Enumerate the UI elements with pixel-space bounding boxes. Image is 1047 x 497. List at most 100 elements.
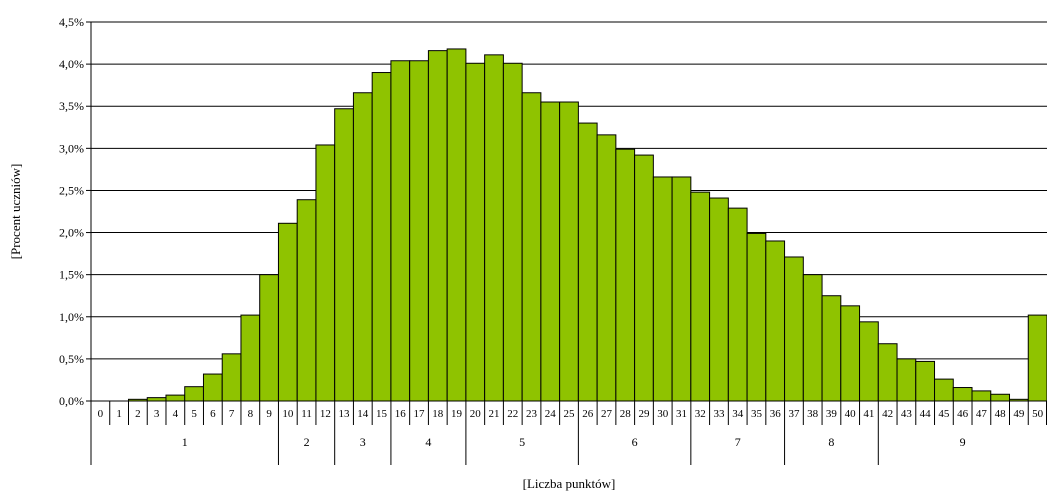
group-label: 8	[828, 435, 834, 449]
bar	[915, 360, 936, 402]
x-tick-label: 12	[320, 408, 331, 420]
bar	[502, 62, 523, 402]
x-tick-label: 1	[116, 408, 122, 420]
x-tick-label: 13	[339, 408, 351, 420]
bar	[315, 144, 336, 402]
bar	[296, 199, 317, 402]
x-tick-label: 4	[173, 408, 179, 420]
x-tick-label: 9	[266, 408, 272, 420]
x-tick-label: 49	[1013, 408, 1025, 420]
bar	[859, 321, 879, 402]
x-tick-label: 30	[657, 408, 669, 420]
x-tick-label: 29	[638, 408, 650, 420]
bar	[446, 48, 467, 402]
x-tick-label: 41	[863, 408, 874, 420]
x-tick-label: 17	[414, 408, 426, 420]
bar	[427, 50, 448, 402]
x-tick-label: 19	[451, 408, 463, 420]
x-tick-label: 42	[882, 408, 893, 420]
x-tick-label: 47	[976, 408, 988, 420]
bar	[934, 378, 954, 402]
group-label: 2	[304, 435, 310, 449]
x-tick-label: 18	[432, 408, 444, 420]
x-tick-label: 5	[191, 408, 197, 420]
x-tick-label: 25	[564, 408, 576, 420]
y-tick-label: 1,0%	[59, 310, 84, 324]
bar	[1027, 314, 1047, 402]
x-tick-label: 46	[957, 408, 969, 420]
bar	[559, 101, 579, 402]
bar	[577, 122, 598, 402]
x-tick-label: 24	[545, 408, 557, 420]
bar	[971, 390, 992, 402]
group-label: 6	[632, 435, 638, 449]
group-label: 9	[960, 435, 966, 449]
bar	[259, 274, 279, 402]
x-tick-label: 38	[807, 408, 819, 420]
bar	[784, 256, 804, 402]
group-label: 4	[425, 435, 431, 449]
bar	[727, 207, 748, 402]
x-tick-label: 2	[135, 408, 141, 420]
x-tick-label: 22	[507, 408, 518, 420]
bar	[671, 176, 692, 402]
x-tick-label: 15	[376, 408, 388, 420]
x-tick-label: 33	[713, 408, 725, 420]
group-label: 7	[735, 435, 741, 449]
y-tick-label: 2,5%	[59, 183, 84, 197]
y-tick-label: 0,0%	[59, 394, 84, 408]
bar	[840, 305, 861, 402]
x-tick-label: 20	[470, 408, 482, 420]
x-tick-label: 3	[154, 408, 160, 420]
y-axis-ticks: 0,0% 0,5% 1,0% 1,5% 2,0% 2,5% 3,0% 3,5% 4,0% 4,5%	[59, 15, 91, 408]
bar	[371, 72, 392, 402]
x-tick-label: 11	[301, 408, 312, 420]
bar	[409, 60, 429, 402]
x-tick-label: 31	[676, 408, 687, 420]
x-tick-label: 43	[901, 408, 913, 420]
bar	[634, 154, 654, 402]
x-tick-label: 8	[248, 408, 254, 420]
bar	[990, 393, 1011, 402]
y-tick-label: 3,5%	[59, 99, 84, 113]
x-tick-label: 39	[826, 408, 838, 420]
x-tick-label: 23	[526, 408, 538, 420]
y-axis-label: [Procent uczniów]	[8, 164, 23, 260]
x-tick-label: 28	[620, 408, 632, 420]
x-tick-label: 26	[582, 408, 594, 420]
x-tick-label: 48	[995, 408, 1007, 420]
bar	[484, 54, 504, 402]
x-axis-label: [Liczba punktów]	[523, 476, 616, 491]
bar	[877, 343, 898, 402]
x-tick-label: 37	[788, 408, 800, 420]
x-tick-label: 45	[938, 408, 950, 420]
bar	[746, 232, 767, 402]
group-label: 1	[182, 435, 188, 449]
x-tick-label: 44	[920, 408, 932, 420]
bar	[390, 60, 411, 402]
y-tick-label: 4,0%	[59, 57, 84, 71]
x-tick-label: 14	[357, 408, 369, 420]
y-tick-label: 2,0%	[59, 226, 84, 240]
x-tick-label: 40	[845, 408, 857, 420]
bar	[240, 314, 261, 402]
x-axis-ticks: 0 1 2 3 4 5 6 7 8 9 10 11 12 13 14 15 16 17 18 19 20 21 22 23 24…	[90, 400, 1047, 425]
x-tick-label: 21	[489, 408, 500, 420]
bar	[146, 397, 167, 402]
bar	[709, 197, 729, 402]
bars	[127, 48, 1047, 402]
y-tick-label: 4,5%	[59, 15, 84, 29]
x-tick-label: 32	[695, 408, 706, 420]
bar	[615, 148, 636, 402]
bar	[334, 108, 354, 402]
bar	[821, 295, 842, 402]
group-label: 3	[360, 435, 366, 449]
bar	[277, 222, 298, 402]
bar	[352, 92, 373, 402]
bar	[896, 358, 917, 402]
y-tick-label: 1,5%	[59, 268, 84, 282]
x-tick-label: 16	[395, 408, 407, 420]
x-tick-label: 34	[732, 408, 744, 420]
x-tick-label: 10	[282, 408, 294, 420]
